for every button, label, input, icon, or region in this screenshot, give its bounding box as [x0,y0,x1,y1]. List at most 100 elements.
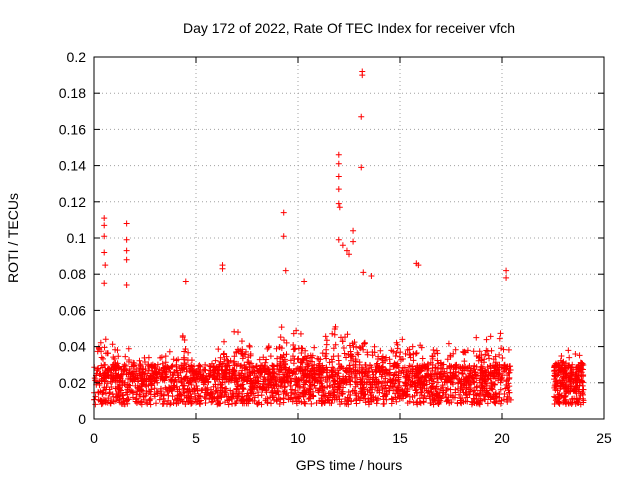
data-point [345,388,352,395]
data-point [328,400,335,407]
data-point [143,388,150,395]
data-point [195,392,202,399]
data-point [429,364,436,371]
data-point [487,362,494,369]
data-point [580,362,587,369]
data-point [219,384,226,391]
data-point [369,378,376,385]
data-point [419,355,426,362]
data-point [364,365,371,372]
data-point [245,392,252,399]
x-axis-label: GPS time / hours [296,457,403,473]
data-point [268,400,275,407]
data-point [123,236,130,243]
data-point [217,358,224,365]
data-point [102,390,109,397]
data-point [501,364,508,371]
data-point [297,392,304,399]
data-point [317,356,324,363]
data-point [239,367,246,374]
data-point [556,395,563,402]
data-point [412,350,419,357]
data-point [360,384,367,391]
data-point [497,386,504,393]
data-point [477,366,484,373]
data-point [202,376,209,383]
data-point [485,372,492,379]
data-point [109,341,116,348]
data-point [131,360,138,367]
data-point [161,366,168,373]
data-point [295,355,302,362]
data-point [167,386,174,393]
data-point [249,379,256,386]
data-point [102,361,109,368]
data-point [572,351,579,358]
data-point [303,374,310,381]
data-point [235,382,242,389]
data-point [398,356,405,363]
data-point [152,365,159,372]
data-point [392,352,399,359]
grid-layer [94,57,604,419]
data-point [151,385,158,392]
data-point [444,397,451,404]
data-point [302,371,309,378]
data-point [335,160,342,167]
data-point [484,390,491,397]
data-point [154,389,161,396]
data-point [332,384,339,391]
data-point [439,373,446,380]
data-point [574,368,581,375]
data-point [147,401,154,408]
data-point [148,362,155,369]
data-point [220,360,227,367]
data-point [145,362,152,369]
data-point [356,370,363,377]
data-point [551,363,558,370]
data-point [227,387,234,394]
data-point [181,375,188,382]
data-point [338,390,345,397]
data-point [267,353,274,360]
data-point [394,384,401,391]
data-point [504,384,511,391]
data-point [552,378,559,385]
data-point [141,359,148,366]
data-point [381,390,388,397]
data-point [207,386,214,393]
data-point [457,397,464,404]
data-point [405,377,412,384]
data-point [578,360,585,367]
data-point [274,355,281,362]
data-point [101,215,108,222]
data-point [307,368,314,375]
data-point [454,385,461,392]
data-point [483,387,490,394]
data-point [265,370,272,377]
data-point [496,361,503,368]
data-point [435,400,442,407]
data-point [268,375,275,382]
data-point [503,267,510,274]
data-point [184,357,191,364]
data-point [300,390,307,397]
data-point [353,379,360,386]
data-point [251,386,258,393]
data-point [277,396,284,403]
data-point [120,398,127,405]
data-point [339,377,346,384]
data-point [383,370,390,377]
data-point [445,396,452,403]
data-point [175,356,182,363]
data-point [453,373,460,380]
data-point [121,401,128,408]
x-tick-label: 5 [192,430,200,446]
data-point [166,348,173,355]
data-point [209,360,216,367]
data-point [147,373,154,380]
data-point [289,370,296,377]
data-point [181,348,188,355]
data-point [450,370,457,377]
data-point [262,359,269,366]
